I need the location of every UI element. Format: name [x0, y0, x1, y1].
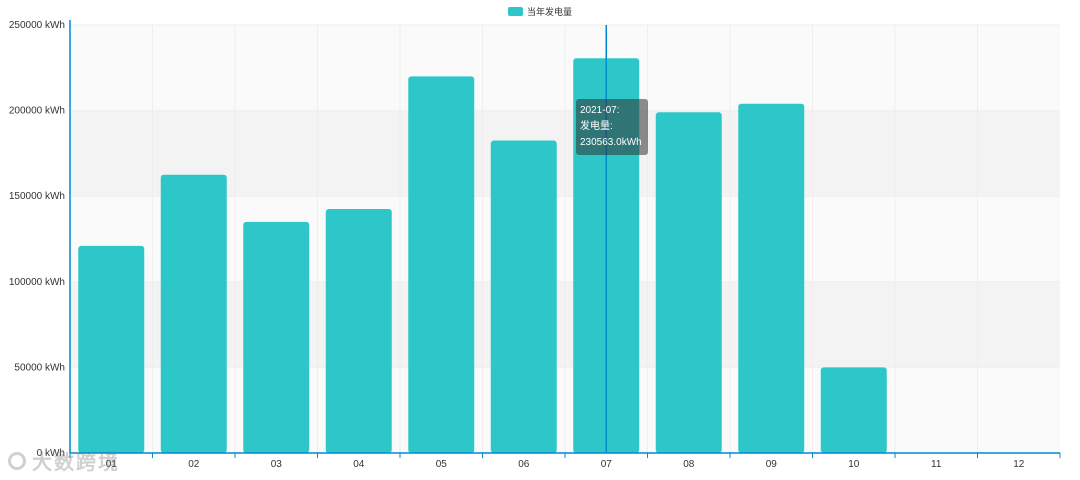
x-tick-label: 11 — [931, 459, 942, 470]
x-tick-label: 02 — [188, 459, 200, 470]
tooltip: 2021-07: 发电量: 230563.0kWh — [576, 99, 648, 155]
y-tick-label: 200000 kWh — [9, 106, 65, 117]
x-tick-label: 10 — [848, 459, 860, 470]
y-tick-label: 250000 kWh — [9, 20, 65, 31]
x-tick-label: 08 — [683, 459, 695, 470]
bar-09 — [738, 103, 805, 453]
tooltip-value: 230563.0kWh — [580, 137, 642, 148]
tooltip-date: 2021-07: — [580, 105, 620, 116]
bar-03 — [243, 221, 310, 453]
x-tick-label: 01 — [106, 459, 118, 470]
bar-02 — [160, 174, 227, 454]
watermark-text: 大数跨境 — [32, 452, 120, 474]
x-tick-label: 07 — [601, 459, 613, 470]
y-tick-label: 150000 kWh — [9, 191, 65, 202]
y-tick-label: 100000 kWh — [9, 277, 65, 288]
bar-10 — [820, 367, 887, 453]
x-tick-label: 03 — [271, 459, 283, 470]
x-tick-label: 04 — [353, 459, 365, 470]
y-tick-label: 50000 kWh — [14, 362, 65, 373]
x-tick-label: 06 — [518, 459, 530, 470]
legend-swatch — [507, 7, 523, 16]
bar-06 — [490, 140, 557, 453]
watermark: 大数跨境 — [8, 446, 120, 475]
bar-08 — [655, 112, 722, 453]
legend-label: 当年发电量 — [526, 7, 572, 17]
tooltip-metric: 发电量: — [580, 121, 613, 132]
bar-01 — [78, 245, 145, 453]
watermark-logo-icon — [8, 451, 26, 470]
legend[interactable]: 当年发电量 — [0, 5, 1080, 18]
bar-04 — [325, 209, 392, 453]
x-tick-label: 09 — [766, 459, 778, 470]
x-tick-label: 05 — [436, 459, 448, 470]
x-tick-label: 12 — [1013, 459, 1025, 470]
bar-05 — [408, 76, 475, 454]
y-tick-label: 0 kWh — [37, 448, 65, 459]
